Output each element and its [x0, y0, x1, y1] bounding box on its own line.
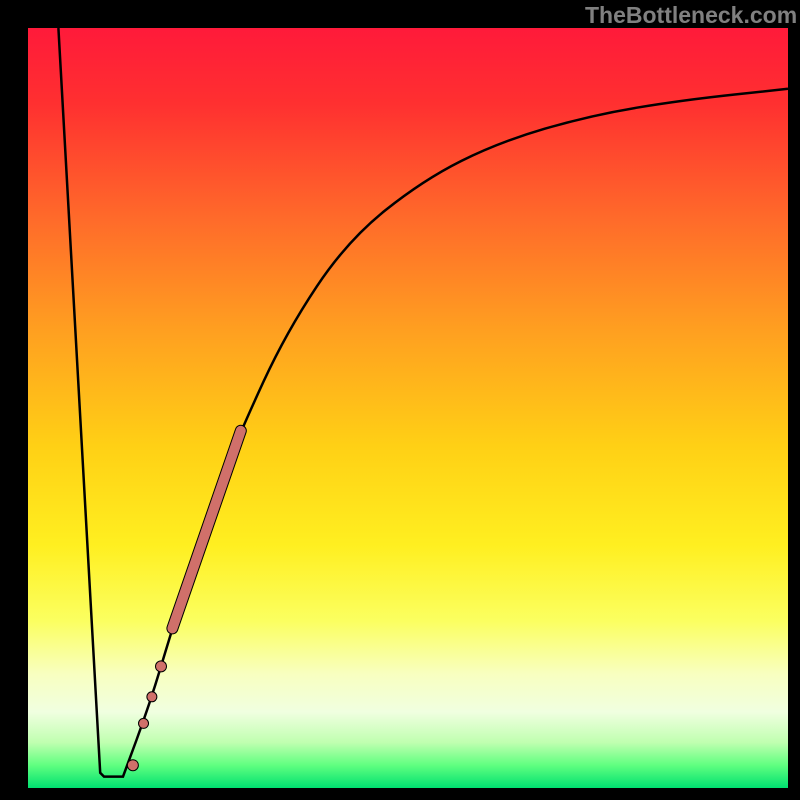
chart-container: TheBottleneck.com: [0, 0, 800, 800]
watermark-text: TheBottleneck.com: [585, 2, 797, 29]
bottleneck-chart: [0, 0, 800, 800]
